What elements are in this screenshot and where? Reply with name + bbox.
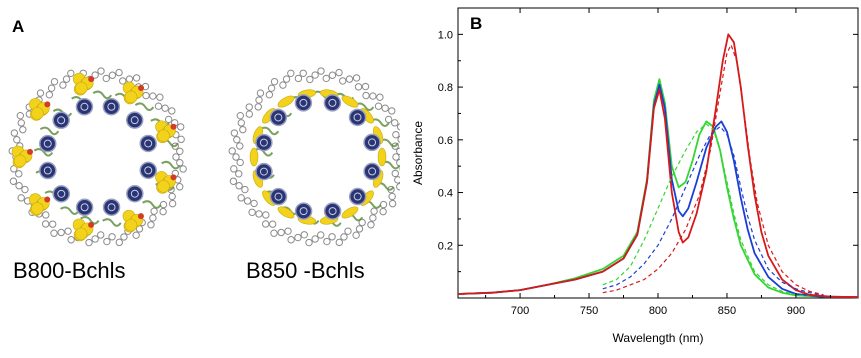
protein-ring-2: [228, 67, 400, 247]
x-tick-label: 800: [649, 305, 667, 317]
series-line-4-dashed: [602, 123, 810, 297]
x-tick-label: 850: [718, 305, 736, 317]
series-line-6-dashed: [602, 44, 824, 296]
panel-label-b: B: [470, 14, 482, 33]
ring-caption-b850: B850 -Bchls: [246, 258, 365, 283]
y-tick-label: 0.2: [438, 240, 453, 252]
y-tick-label: 1.0: [438, 29, 453, 41]
series-group: [457, 33, 859, 299]
y-axis-label: Absorbance: [411, 121, 425, 185]
axes-group: 700 750 800 850 900 0.2 0.4 0.6 0.8 1.0: [438, 7, 858, 317]
x-tick-label: 750: [580, 305, 598, 317]
panel-label-a: A: [12, 17, 25, 36]
series-line-2-solid: [457, 83, 859, 299]
ring-caption-b800: B800-Bchls: [13, 258, 126, 283]
x-axis-label: Wavelength (nm): [613, 331, 704, 345]
absorbance-chart: B 700 750 800 850 900 0.2 0.4 0.6 0.8 1.0 Wavelen…: [411, 7, 859, 345]
x-tick-label: 900: [787, 305, 805, 317]
series-line-5-dashed: [602, 126, 824, 296]
protein-ring-1: [8, 67, 187, 247]
series-line-1-solid: [457, 78, 859, 299]
y-tick-label: 0.6: [438, 135, 453, 147]
x-tick-label: 700: [511, 305, 529, 317]
y-tick-label: 0.8: [438, 82, 453, 94]
plot-frame: [457, 7, 859, 299]
series-line-3-solid: [457, 33, 859, 299]
y-tick-label: 0.4: [438, 188, 453, 200]
molecular-structures: [8, 67, 400, 247]
